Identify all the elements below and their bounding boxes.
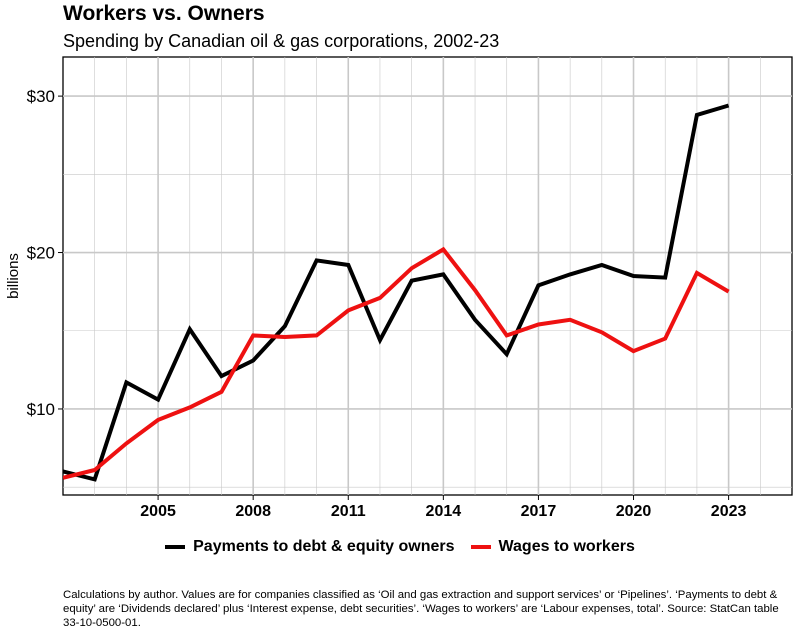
legend-swatch-workers [470, 545, 491, 549]
line-chart: 2005 2008 2011 2014 2017 2020 2023 $10 $20 $30 bil… [5, 56, 793, 520]
x-tick-label: 2011 [331, 503, 366, 520]
legend-label-owners: Payments to debt & equity owners [193, 538, 455, 555]
legend-item-workers: Wages to workers [470, 538, 635, 556]
y-tick-label: $20 [27, 244, 55, 263]
y-tick-label: $10 [27, 400, 55, 419]
chart-subtitle: Spending by Canadian oil & gas corporati… [63, 31, 500, 51]
x-tick-label: 2020 [616, 503, 652, 520]
legend-label-workers: Wages to workers [498, 538, 635, 555]
chart-title: Workers vs. Owners [63, 2, 265, 25]
x-tick-label: 2014 [426, 503, 462, 520]
legend-item-owners: Payments to debt & equity owners [165, 538, 455, 556]
series-line-workers [63, 246, 730, 480]
legend-swatch-owners [165, 545, 186, 549]
y-tick-label: $30 [27, 87, 55, 106]
x-tick-label: 2023 [711, 503, 747, 520]
series-line-owners [63, 103, 730, 482]
x-tick-label: 2008 [235, 503, 271, 520]
legend: Payments to debt & equity owners Wages t… [0, 538, 800, 556]
y-axis-label: billions [5, 253, 22, 299]
x-tick-label: 2017 [521, 503, 557, 520]
source-caption: Calculations by author. Values are for c… [63, 589, 779, 629]
x-tick-label: 2005 [140, 503, 176, 520]
